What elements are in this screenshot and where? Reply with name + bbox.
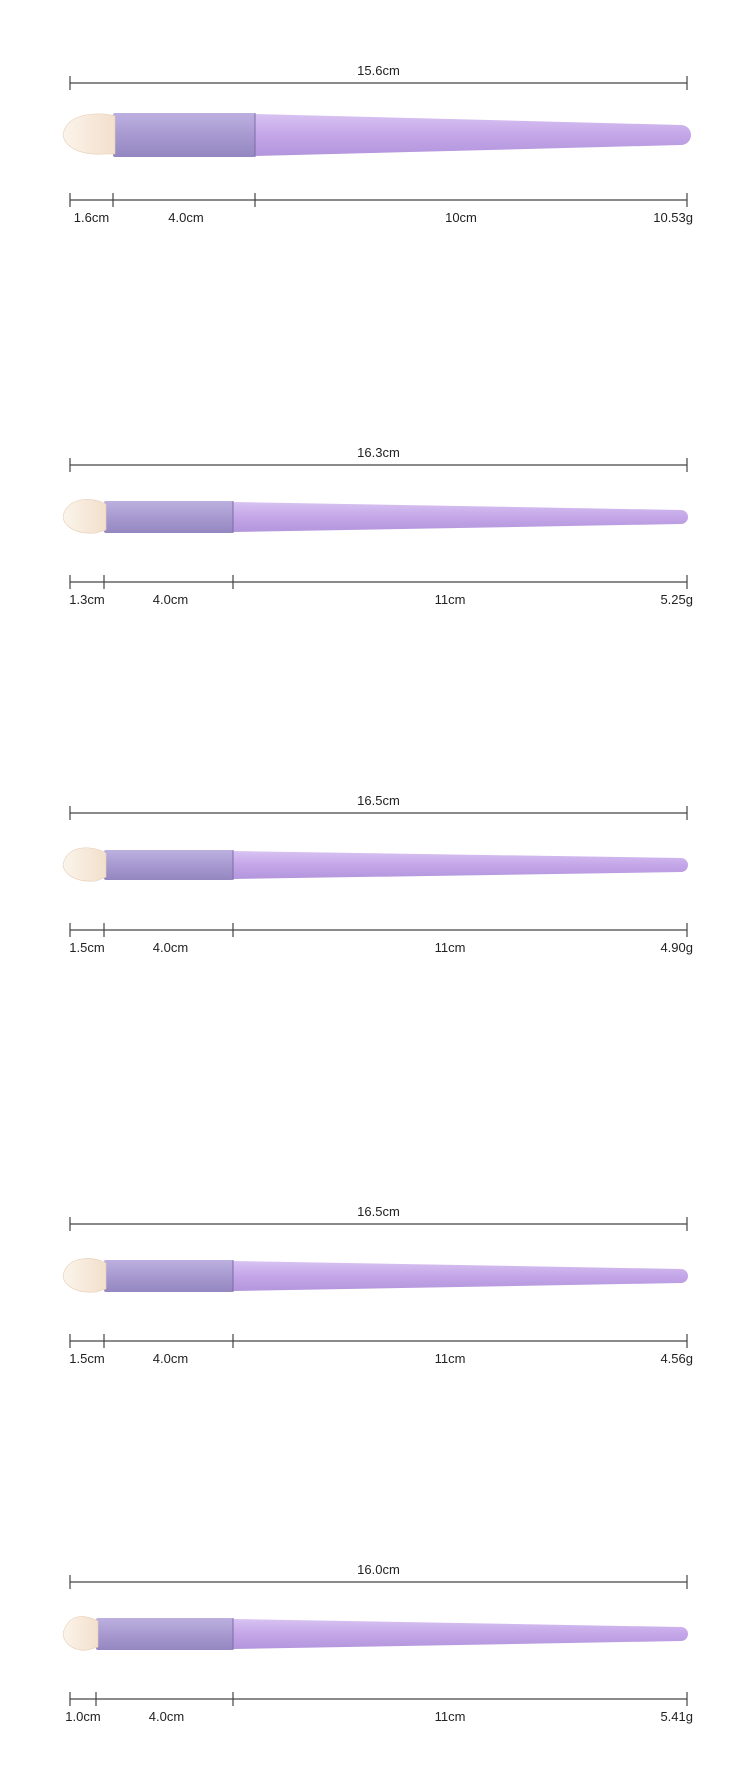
brush-bristles (62, 847, 107, 882)
handle-length-label: 11cm (434, 1351, 466, 1366)
ferrule-length-label: 4.0cm (152, 592, 189, 607)
ferrule-length-label: 4.0cm (152, 940, 189, 955)
brush-ferrule (113, 113, 255, 157)
bristle-length-label: 1.3cm (69, 592, 105, 607)
brush-item: 15.6cm 1.6cm 4.0cm 10cm 10.53g (0, 55, 750, 255)
brush-item: 16.3cm 1.3cm 4.0cm 11cm 5.25g (0, 437, 750, 637)
total-length-label: 15.6cm (357, 63, 400, 78)
weight-label: 5.25g (660, 592, 693, 607)
brush-bristles (62, 1616, 99, 1651)
weight-label: 4.56g (660, 1351, 693, 1366)
brush-drawing (62, 458, 688, 589)
brush-ferrule (96, 1618, 233, 1650)
total-length-label: 16.5cm (357, 1204, 400, 1219)
brush-handle (233, 1619, 688, 1649)
handle-length-label: 10cm (445, 210, 477, 225)
total-length-line (69, 76, 688, 90)
brush-item: 16.5cm 1.5cm 4.0cm 11cm 4.90g (0, 785, 750, 985)
weight-label: 10.53g (653, 210, 693, 225)
total-length-line (69, 1217, 688, 1231)
ferrule-length-label: 4.0cm (152, 1351, 189, 1366)
total-length-label: 16.0cm (357, 1562, 400, 1577)
brush-bristles (62, 499, 107, 534)
brush-handle (233, 851, 688, 879)
ferrule-length-label: 4.0cm (148, 1709, 185, 1724)
bristle-length-label: 1.5cm (69, 1351, 105, 1366)
brush-drawing (62, 1575, 688, 1706)
bristle-length-label: 1.0cm (65, 1709, 101, 1724)
total-length-label: 16.5cm (357, 793, 400, 808)
brush-item: 16.5cm 1.5cm 4.0cm 11cm 4.56g (0, 1196, 750, 1396)
brush-handle (233, 1261, 688, 1291)
segment-length-line (69, 193, 688, 207)
weight-label: 4.90g (660, 940, 693, 955)
bristle-length-label: 1.6cm (73, 210, 110, 225)
handle-length-label: 11cm (434, 940, 466, 955)
brush-ferrule (104, 501, 233, 533)
segment-length-line (69, 575, 688, 589)
bristle-length-label: 1.5cm (69, 940, 105, 955)
segment-length-line (69, 923, 688, 937)
handle-length-label: 11cm (434, 1709, 466, 1724)
total-length-line (69, 806, 688, 820)
total-length-line (69, 1575, 688, 1589)
brush-bristles (62, 113, 116, 155)
brush-ferrule (104, 850, 233, 880)
segment-length-line (69, 1334, 688, 1348)
segment-length-line (69, 1692, 688, 1706)
brush-drawing (62, 1217, 688, 1348)
handle-length-label: 11cm (434, 592, 466, 607)
brush-handle (233, 502, 688, 532)
brush-handle (255, 114, 691, 156)
brush-drawing (62, 76, 691, 207)
total-length-line (69, 458, 688, 472)
brush-drawing (62, 806, 688, 937)
brush-ferrule (104, 1260, 233, 1292)
ferrule-length-label: 4.0cm (168, 210, 204, 225)
total-length-label: 16.3cm (357, 445, 400, 460)
brush-bristles (62, 1258, 107, 1293)
weight-label: 5.41g (660, 1709, 693, 1724)
brush-item: 16.0cm 1.0cm 4.0cm 11cm 5.41g (0, 1554, 750, 1754)
